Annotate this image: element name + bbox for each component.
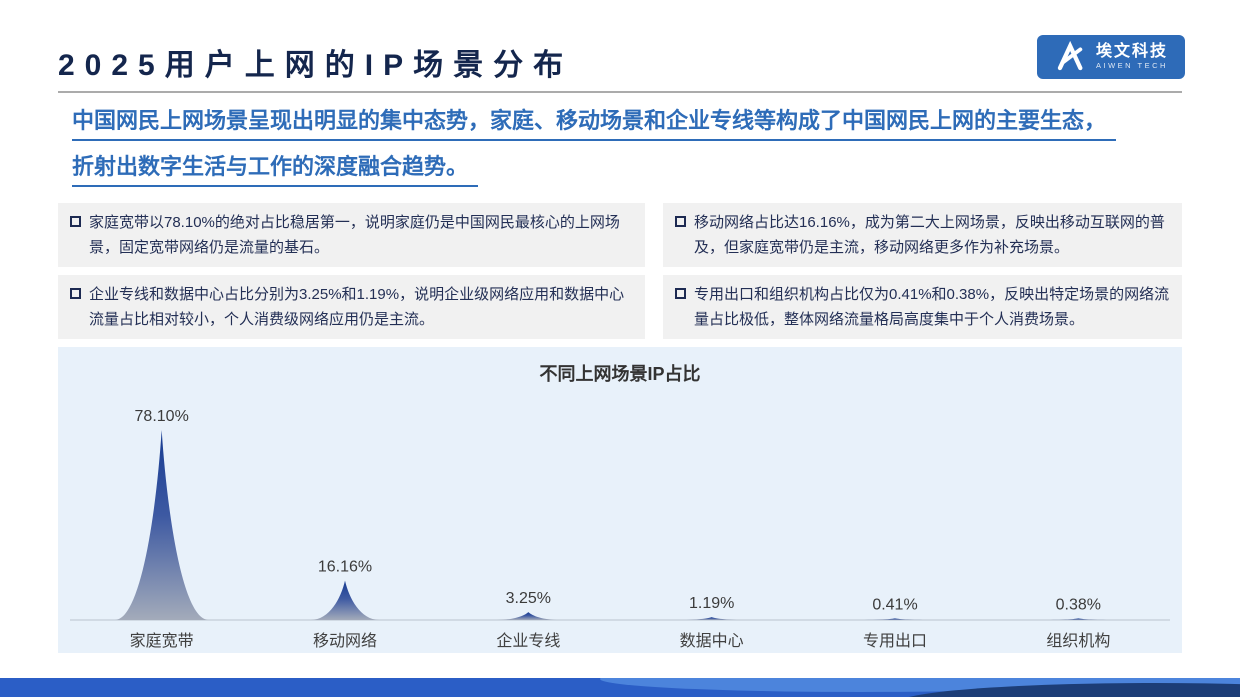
chart-category-label: 移动网络 bbox=[313, 631, 377, 650]
square-bullet-icon bbox=[675, 216, 686, 227]
insight-box-enterprise-datacenter: 企业专线和数据中心占比分别为3.25%和1.19%，说明企业级网络应用和数据中心… bbox=[58, 275, 645, 339]
chart-peak-5 bbox=[863, 618, 927, 620]
chart-title: 不同上网场景IP占比 bbox=[539, 364, 701, 384]
chart-category-label: 专用出口 bbox=[863, 632, 927, 650]
headline-line-2: 折射出数字生活与工作的深度融合趋势。 bbox=[72, 154, 479, 187]
square-bullet-icon bbox=[70, 216, 81, 227]
chart-peak-1 bbox=[114, 430, 209, 620]
chart-value-label: 3.25% bbox=[506, 590, 551, 607]
insight-text: 企业专线和数据中心占比分别为3.25%和1.19%，说明企业级网络应用和数据中心… bbox=[89, 286, 625, 328]
insight-box-dedicated-org: 专用出口和组织机构占比仅为0.41%和0.38%，反映出特定场景的网络流量占比极… bbox=[663, 275, 1182, 339]
insight-text: 移动网络占比达16.16%，成为第二大上网场景，反映出移动互联网的普及，但家庭宽… bbox=[694, 214, 1165, 256]
insight-grid: 家庭宽带以78.10%的绝对占比稳居第一，说明家庭仍是中国网民最核心的上网场景，… bbox=[58, 203, 1182, 339]
headline-line-1: 中国网民上网场景呈现出明显的集中态势，家庭、移动场景和企业专线等构成了中国网民上… bbox=[72, 108, 1117, 141]
company-logo: 埃文科技 AIWEN TECH bbox=[1037, 35, 1185, 79]
insight-text: 专用出口和组织机构占比仅为0.41%和0.38%，反映出特定场景的网络流量占比极… bbox=[694, 286, 1170, 328]
logo-text: 埃文科技 AIWEN TECH bbox=[1096, 43, 1168, 71]
header-divider bbox=[58, 91, 1182, 93]
chart-category-label: 组织机构 bbox=[1046, 632, 1110, 650]
headline: 中国网民上网场景呈现出明显的集中态势，家庭、移动场景和企业专线等构成了中国网民上… bbox=[72, 108, 1192, 200]
chart-peak-6 bbox=[1047, 618, 1110, 620]
logo-name-en: AIWEN TECH bbox=[1095, 61, 1168, 70]
chart-category-label: 企业专线 bbox=[496, 632, 560, 650]
chart-peak-2 bbox=[310, 580, 380, 620]
square-bullet-icon bbox=[675, 288, 686, 299]
chart-panel: 78.10% 家庭宽带 16.16% 移动网络 3.25% 企业专线 1.19% 数据中心 0.… bbox=[58, 347, 1182, 653]
chart-value-label: 0.41% bbox=[872, 596, 917, 613]
insight-box-home-broadband: 家庭宽带以78.10%的绝对占比稳居第一，说明家庭仍是中国网民最核心的上网场景，… bbox=[58, 203, 645, 267]
logo-name-cn: 埃文科技 bbox=[1095, 43, 1168, 60]
chart-peak-3 bbox=[496, 612, 561, 620]
square-bullet-icon bbox=[70, 288, 81, 299]
page-title: 2025用户上网的IP场景分布 bbox=[58, 49, 574, 82]
insight-text: 家庭宽带以78.10%的绝对占比稳居第一，说明家庭仍是中国网民最核心的上网场景，… bbox=[89, 214, 620, 256]
ip-share-chart: 78.10% 家庭宽带 16.16% 移动网络 3.25% 企业专线 1.19% 数据中心 0.… bbox=[70, 408, 1170, 650]
chart-category-label: 家庭宽带 bbox=[130, 632, 194, 650]
chart-value-label: 78.10% bbox=[135, 408, 189, 425]
chart-peak-4 bbox=[680, 617, 743, 620]
chart-value-label: 1.19% bbox=[689, 595, 734, 612]
footer-wave bbox=[0, 678, 1240, 697]
chart-category-label: 数据中心 bbox=[680, 632, 744, 650]
logo-mark-icon bbox=[1057, 40, 1083, 71]
chart-value-label: 0.38% bbox=[1056, 596, 1101, 613]
insight-box-mobile-network: 移动网络占比达16.16%，成为第二大上网场景，反映出移动互联网的普及，但家庭宽… bbox=[663, 203, 1182, 267]
chart-value-label: 16.16% bbox=[318, 559, 372, 576]
